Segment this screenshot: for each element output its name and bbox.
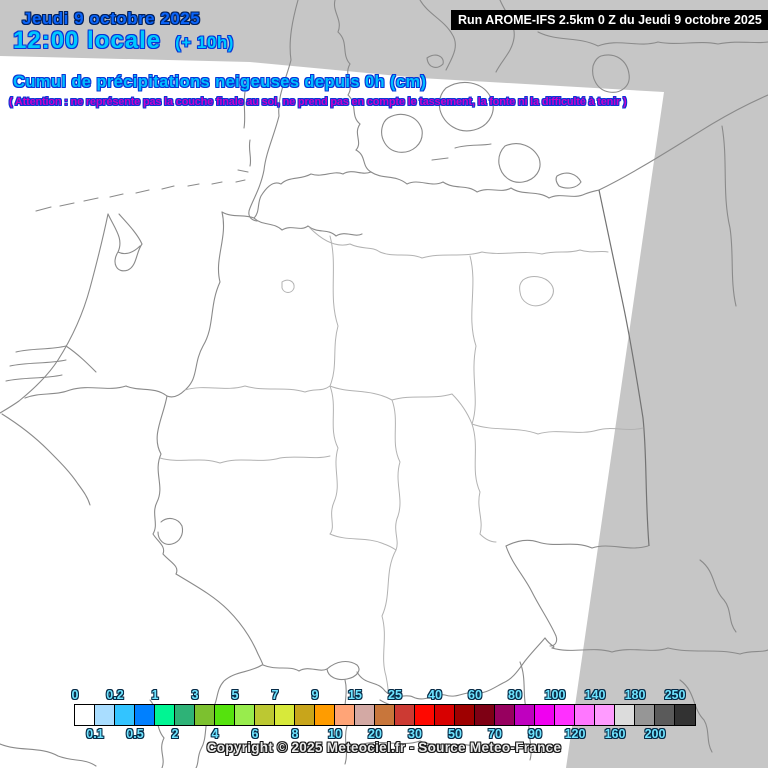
legend-cell <box>615 705 635 725</box>
legend-cell <box>135 705 155 725</box>
legend-cell <box>335 705 355 725</box>
legend-label: 100 <box>544 688 566 702</box>
legend-label: 5 <box>231 688 239 702</box>
legend-cell <box>675 705 695 725</box>
legend-bar <box>74 704 696 726</box>
oder-neisse-border <box>598 189 650 547</box>
legend-cell <box>575 705 595 725</box>
legend-cell <box>115 705 135 725</box>
legend-cell <box>75 705 95 725</box>
legend-cell <box>635 705 655 725</box>
legend-label: 9 <box>311 688 319 702</box>
legend-cell <box>395 705 415 725</box>
legend-cell <box>515 705 535 725</box>
forecast-date: Jeudi 9 octobre 2025 <box>22 9 201 28</box>
forecast-hour-offset: (+ 10h) <box>175 33 234 52</box>
legend-label: 40 <box>428 688 442 702</box>
legend-label: 3 <box>191 688 199 702</box>
map-title: Cumul de précipitations neigeuses depuis… <box>13 73 427 91</box>
legend-cell <box>475 705 495 725</box>
legend-label: 6 <box>251 727 259 741</box>
legend-cell <box>315 705 335 725</box>
legend-cell <box>175 705 195 725</box>
legend-label: 8 <box>291 727 299 741</box>
legend-label: 1 <box>151 688 159 702</box>
copyright: Copyright © 2025 Meteociel.fr - Source M… <box>206 740 562 755</box>
forecast-local-time: 12:00 locale <box>13 27 162 54</box>
legend-cell <box>215 705 235 725</box>
legend-cell <box>195 705 215 725</box>
legend-label: 25 <box>388 688 402 702</box>
forecast-time: 12:00 locale (+ 10h) <box>13 27 234 55</box>
legend-label: 0.2 <box>106 688 124 702</box>
legend-label: 4 <box>211 727 219 741</box>
model-run-info: Run AROME-IFS 2.5km 0 Z du Jeudi 9 octob… <box>451 10 768 30</box>
legend-cell <box>235 705 255 725</box>
legend-label: 7 <box>271 688 279 702</box>
legend-label: 180 <box>624 688 646 702</box>
legend-label: 80 <box>508 688 522 702</box>
legend-cell <box>375 705 395 725</box>
legend-cell <box>415 705 435 725</box>
legend: 0 0.1 0.2 0.5 1 2 3 4 5 6 7 8 9 10 15 20 25 30 40 50 60 70 80 9… <box>71 688 698 742</box>
legend-label: 20 <box>368 727 382 741</box>
legend-label: 140 <box>584 688 606 702</box>
legend-cell <box>255 705 275 725</box>
state-borders <box>159 227 644 691</box>
legend-label: 90 <box>528 727 542 741</box>
legend-cell <box>355 705 375 725</box>
model-domain-area <box>0 56 664 768</box>
legend-label: 120 <box>564 727 586 741</box>
legend-cell <box>155 705 175 725</box>
legend-cell <box>295 705 315 725</box>
legend-label: 0.1 <box>86 727 104 741</box>
legend-cell <box>95 705 115 725</box>
legend-label: 10 <box>328 727 342 741</box>
legend-label: 15 <box>348 688 362 702</box>
legend-label: 250 <box>664 688 686 702</box>
legend-label: 200 <box>644 727 666 741</box>
legend-label: 50 <box>448 727 462 741</box>
legend-label: 0.5 <box>126 727 144 741</box>
legend-label: 30 <box>408 727 422 741</box>
map-warning: ( Attention : ne représente pas la couch… <box>9 96 627 108</box>
legend-label: 70 <box>488 727 502 741</box>
legend-cell <box>435 705 455 725</box>
legend-cell <box>555 705 575 725</box>
legend-label: 160 <box>604 727 626 741</box>
legend-cell <box>495 705 515 725</box>
legend-label: 2 <box>171 727 179 741</box>
legend-cell <box>655 705 675 725</box>
legend-cell <box>455 705 475 725</box>
legend-cell <box>535 705 555 725</box>
legend-cell <box>275 705 295 725</box>
legend-label: 0 <box>71 688 79 702</box>
legend-cell <box>595 705 615 725</box>
legend-label: 60 <box>468 688 482 702</box>
